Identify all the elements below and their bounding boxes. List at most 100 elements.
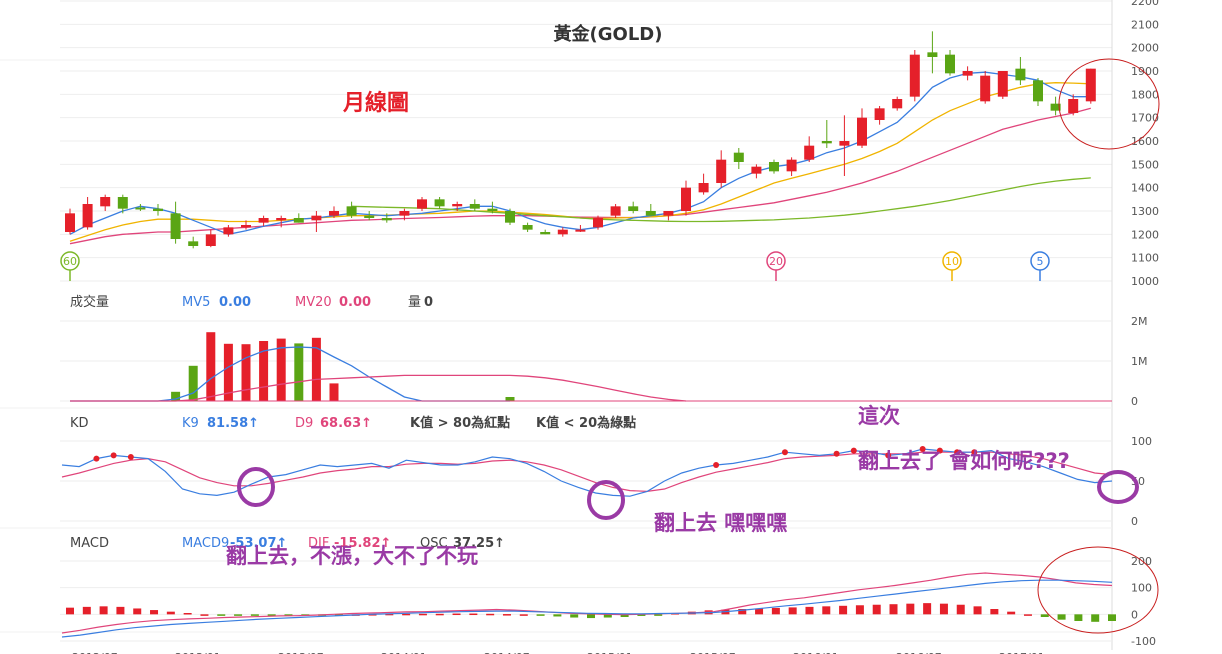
osc-bar — [1091, 614, 1100, 622]
volume-label: 成交量 — [70, 294, 109, 310]
volume-bar — [329, 383, 339, 401]
osc-bar — [166, 611, 175, 615]
x-tick-label: 2017/01 — [999, 651, 1045, 654]
kd-red-dot — [110, 452, 117, 459]
candle-body — [188, 241, 199, 246]
osc-bar — [200, 614, 209, 616]
price-tick-label: 2200 — [1131, 0, 1159, 8]
candle-body — [329, 211, 339, 216]
x-tick-label: 2013/01 — [175, 651, 221, 654]
candle-body — [399, 211, 410, 216]
kd-red-dot — [93, 455, 100, 462]
candle-body — [821, 141, 832, 144]
ma5-line — [69, 71, 1091, 235]
osc-bar — [82, 606, 91, 615]
osc-bar — [284, 614, 293, 616]
osc-bar — [906, 603, 915, 615]
osc-bar — [536, 614, 545, 616]
candle-body — [909, 54, 920, 97]
candle-body — [769, 162, 779, 172]
candle-body — [698, 183, 709, 193]
osc-bar — [587, 614, 595, 619]
x-axis: 2012/07 2013/01 2013/07 2014/01 2014/07 2015/… — [72, 651, 1045, 654]
osc-bar — [267, 614, 276, 616]
osc-bar — [217, 614, 226, 616]
osc-bar — [150, 610, 159, 615]
candle-body — [487, 208, 498, 211]
candle-body — [65, 213, 75, 232]
mv5-label: MV5 — [182, 295, 210, 310]
osc-bar — [250, 614, 259, 616]
price-tick-label: 1400 — [1131, 182, 1159, 195]
osc-bar — [939, 603, 948, 615]
ma-badge-circle — [942, 251, 962, 271]
circle-kd-cross-1 — [237, 467, 275, 507]
volume-bar — [259, 341, 269, 401]
circle-kd-cross-2 — [587, 480, 625, 520]
candle-body — [575, 229, 586, 232]
candle-body — [381, 218, 392, 221]
candle-body — [1015, 68, 1026, 81]
candle-body — [997, 71, 1008, 97]
x-tick-label: 2016/01 — [793, 651, 839, 654]
circle-kd-cross-3 — [1097, 470, 1139, 504]
candle-body — [117, 197, 128, 209]
volume-mv5-line — [70, 346, 510, 402]
candle-body — [293, 218, 304, 223]
macd-pane: 200 100 0 -100 — [60, 555, 1156, 648]
mv20-label: MV20 — [295, 295, 332, 310]
candle-body — [364, 215, 375, 218]
price-tick-label: 1200 — [1131, 228, 1159, 241]
dif-label: DIF — [308, 536, 329, 551]
dif-value: -15.82↑ — [334, 536, 391, 551]
candle-body — [874, 108, 885, 120]
macd-label: MACD — [70, 536, 109, 551]
candle-body — [804, 145, 815, 160]
price-tick-label: 1900 — [1131, 65, 1159, 78]
kd-red-dot — [936, 447, 943, 454]
qty-value: 0 — [424, 295, 433, 310]
kd-note-red: K值 > 80為紅點 — [410, 415, 510, 431]
kd-label: KD — [70, 416, 89, 431]
kd-red-dot — [954, 449, 961, 456]
candle-body — [1085, 68, 1096, 102]
candle-body — [927, 52, 938, 57]
osc-bar — [116, 606, 125, 615]
macd-tick-label: -100 — [1131, 635, 1156, 648]
osc-bar — [755, 608, 764, 615]
osc-bar — [1074, 614, 1083, 621]
osc-bar — [452, 613, 461, 616]
candle-body — [1050, 103, 1061, 111]
osc-bar — [435, 613, 444, 616]
osc-bar — [923, 603, 932, 615]
osc-bar — [133, 608, 142, 615]
d9-value: 68.63↑ — [320, 416, 372, 431]
k9-value: 81.58↑ — [207, 416, 259, 431]
osc-bar — [872, 604, 881, 615]
ma20-line — [69, 107, 1091, 245]
candle-body — [417, 199, 427, 209]
candle-body — [892, 99, 903, 109]
osc-bar — [822, 606, 831, 615]
candle-body — [522, 225, 533, 230]
ma-badge-label: 20 — [769, 255, 783, 268]
candle-body — [311, 215, 322, 221]
volume-bar — [294, 343, 304, 401]
osc-bar — [469, 613, 478, 616]
candle-body — [681, 187, 691, 211]
osc-bar — [654, 614, 663, 616]
highlight-circle-price — [1058, 58, 1160, 150]
osc-bar — [418, 613, 427, 616]
price-tick-label: 1700 — [1131, 112, 1159, 125]
kd-red-dot — [713, 462, 720, 468]
ma-badge-label: 5 — [1037, 255, 1044, 268]
annotation-monthly: 月線圖 — [342, 90, 409, 116]
kd-red-dot — [971, 449, 978, 456]
osc-bar — [771, 607, 780, 615]
price-tick-label: 1500 — [1131, 158, 1159, 171]
kd-red-dot — [850, 447, 857, 454]
osc-bar — [234, 614, 243, 616]
osc-bar — [839, 605, 848, 615]
volume-bar — [276, 338, 286, 401]
kd-red-dot — [885, 452, 892, 459]
